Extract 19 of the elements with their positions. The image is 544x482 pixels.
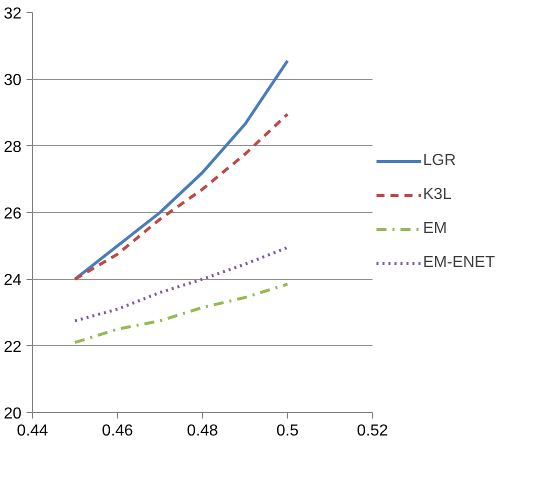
line-series [74,282,289,344]
legend-label: K3L [423,186,452,204]
line-series [74,246,289,322]
y-tick-label: 22 [4,338,22,356]
x-tick-label: 0.48 [186,422,218,440]
legend-label: LGR [423,152,456,170]
x-tick-label: 0.5 [276,422,299,440]
y-tick-label: 26 [4,206,22,222]
line-series [74,112,289,281]
y-tick-label: 32 [4,6,22,22]
y-tick-label: 30 [4,72,22,90]
legend-label: EM [423,220,447,238]
x-tick-label: 0.46 [102,422,134,440]
y-tick-label: 20 [4,406,22,422]
y-tick-label: 28 [4,138,22,156]
x-tick-label: 0.52 [356,422,388,440]
x-tick-label: 0.44 [16,422,48,440]
y-tick-label: 24 [4,272,22,290]
legend-label: EM-ENET [423,254,495,272]
